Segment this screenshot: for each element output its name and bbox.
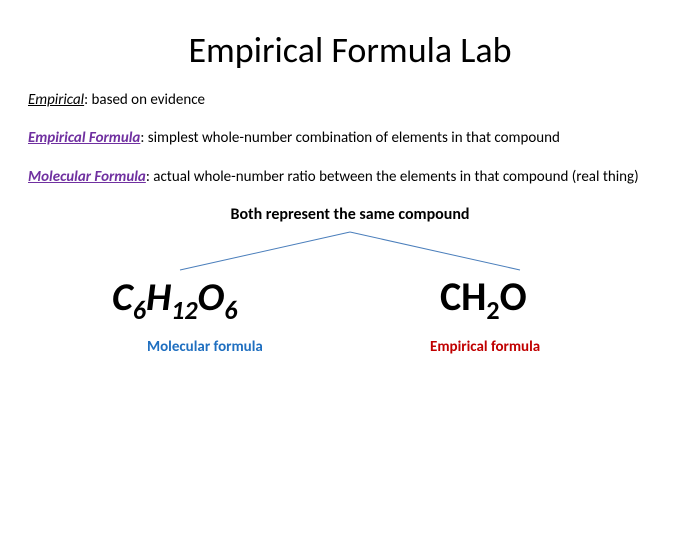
- def-molecular-formula: Molecular Formula: actual whole-number r…: [28, 167, 672, 187]
- slide-title: Empirical Formula Lab: [0, 28, 700, 72]
- term-molecular-formula: Molecular Formula: [28, 168, 146, 186]
- text-empirical: : based on evidence: [84, 91, 205, 109]
- term-empirical-formula: Empirical Formula: [28, 129, 140, 147]
- subtitle-both: Both represent the same compound: [0, 205, 700, 224]
- def-empirical-formula: Empirical Formula: simplest whole-number…: [28, 128, 672, 148]
- branch-lines-icon: [160, 230, 540, 276]
- empirical-formula-display: CH2O: [440, 272, 527, 326]
- caption-empirical: Empirical formula: [430, 338, 540, 356]
- definitions-block: Empirical: based on evidence Empirical F…: [0, 90, 700, 187]
- formula-diagram: C6H12O6 CH2O Molecular formula Empirical…: [0, 230, 700, 410]
- caption-molecular: Molecular formula: [147, 338, 263, 356]
- molecular-formula-display: C6H12O6: [112, 272, 237, 326]
- def-empirical: Empirical: based on evidence: [28, 90, 672, 110]
- text-molecular-formula: : actual whole-number ratio between the …: [146, 168, 639, 186]
- text-empirical-formula: : simplest whole-number combination of e…: [140, 129, 560, 147]
- term-empirical: Empirical: [28, 91, 84, 109]
